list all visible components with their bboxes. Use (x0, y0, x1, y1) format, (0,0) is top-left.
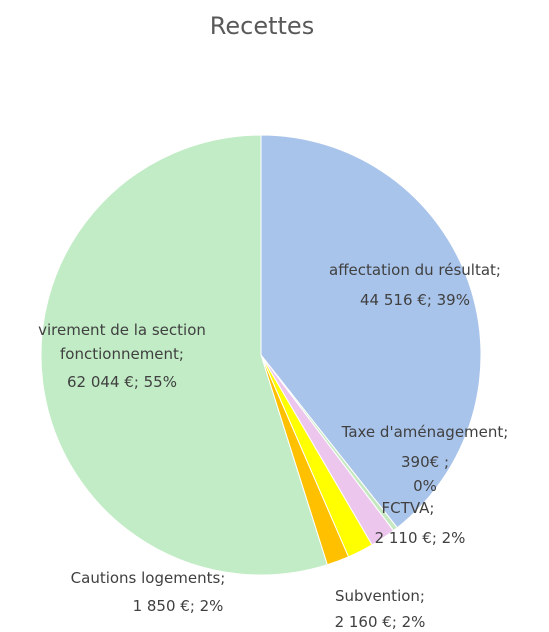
pie-slice (260, 134, 482, 529)
pie-slice (40, 134, 328, 576)
slice-name: Taxe d'aménagement; (341, 423, 509, 441)
slice-value-label: 390€ ; 0% (401, 453, 449, 495)
slice-value-label: 2 110 €; 2% (374, 529, 466, 547)
slice-value-label: 62 044 €; 55% (67, 373, 177, 391)
chart-title: Recettes (209, 12, 315, 40)
slice-name: Cautions logements; (70, 569, 226, 587)
slice-name: affectation du résultat; (329, 261, 501, 279)
slice-name: Subvention; (335, 587, 425, 605)
slice-name: virement de la section fonctionnement; (38, 321, 206, 363)
slice-value-label: 2 160 €; 2% (334, 613, 426, 631)
slice-name: FCTVA; (381, 499, 435, 517)
slice-value-label: 1 850 €; 2% (132, 597, 224, 615)
slice-value-label: 44 516 €; 39% (360, 291, 470, 309)
